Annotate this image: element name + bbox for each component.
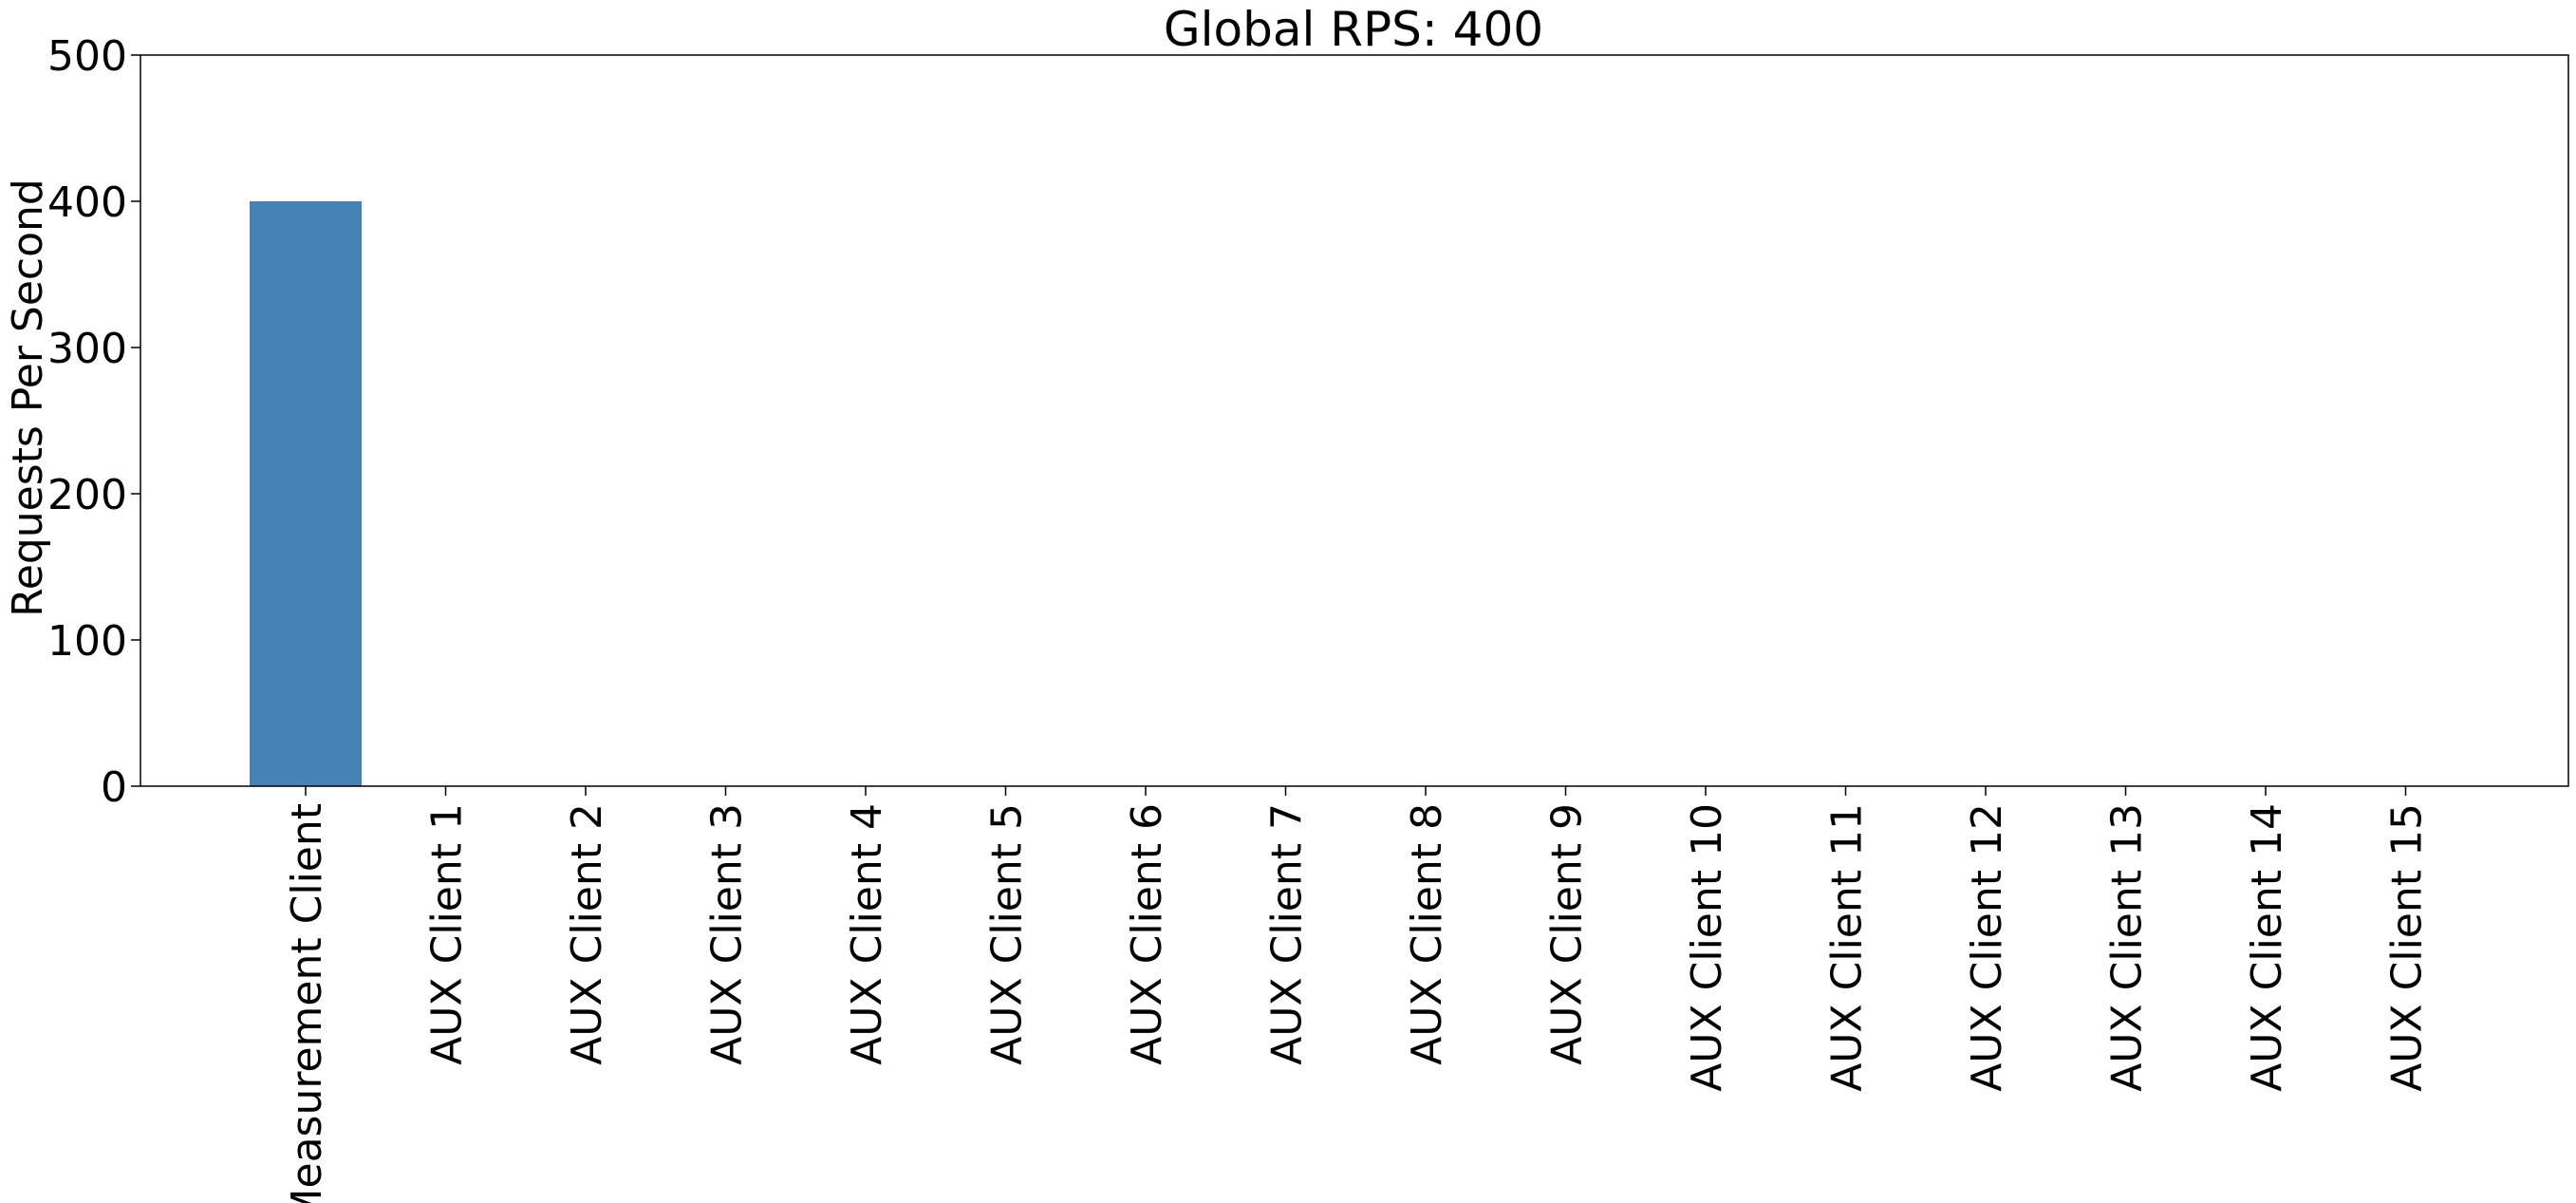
- x-tick-label-4: AUX Client 4: [843, 803, 891, 1065]
- x-tick-label-15: AUX Client 15: [2383, 803, 2432, 1092]
- x-tick-label-13: AUX Client 13: [2103, 803, 2152, 1092]
- y-tick-label-0: 0: [101, 763, 127, 812]
- plot-area-frame: [140, 54, 2569, 787]
- x-tick-label-14: AUX Client 14: [2243, 803, 2291, 1092]
- y-tick-label-1: 100: [47, 617, 127, 666]
- y-tick-label-4: 400: [47, 179, 127, 227]
- x-tick-label-9: AUX Client 9: [1543, 803, 1592, 1065]
- x-tick-label-2: AUX Client 2: [563, 803, 611, 1065]
- x-tick-label-12: AUX Client 12: [1963, 803, 2011, 1092]
- x-tick-label-11: AUX Client 11: [1823, 803, 1872, 1092]
- y-axis-label: Requests Per Second: [4, 179, 52, 617]
- y-tick-label-3: 300: [47, 325, 127, 373]
- bar-0: [250, 201, 362, 786]
- x-tick-label-1: AUX Client 1: [423, 803, 472, 1065]
- y-tick-label-5: 500: [47, 32, 127, 81]
- x-tick-label-10: AUX Client 10: [1683, 803, 1731, 1092]
- x-tick-label-3: AUX Client 3: [703, 803, 752, 1065]
- x-tick-label-6: AUX Client 6: [1123, 803, 1171, 1065]
- bars-group: [250, 201, 362, 786]
- x-tick-label-0: Measurement Client: [283, 803, 331, 1203]
- x-tick-label-8: AUX Client 8: [1403, 803, 1451, 1065]
- chart-title: Global RPS: 400: [1164, 2, 1543, 57]
- x-tick-label-7: AUX Client 7: [1263, 803, 1312, 1065]
- x-tick-label-5: AUX Client 5: [983, 803, 1032, 1065]
- x-ticks-group: Measurement Client AUX Client 1 AUX Client…: [283, 786, 2432, 1203]
- y-ticks-group: 0 100 200 300 400 500: [47, 32, 140, 812]
- y-tick-label-2: 200: [47, 471, 127, 519]
